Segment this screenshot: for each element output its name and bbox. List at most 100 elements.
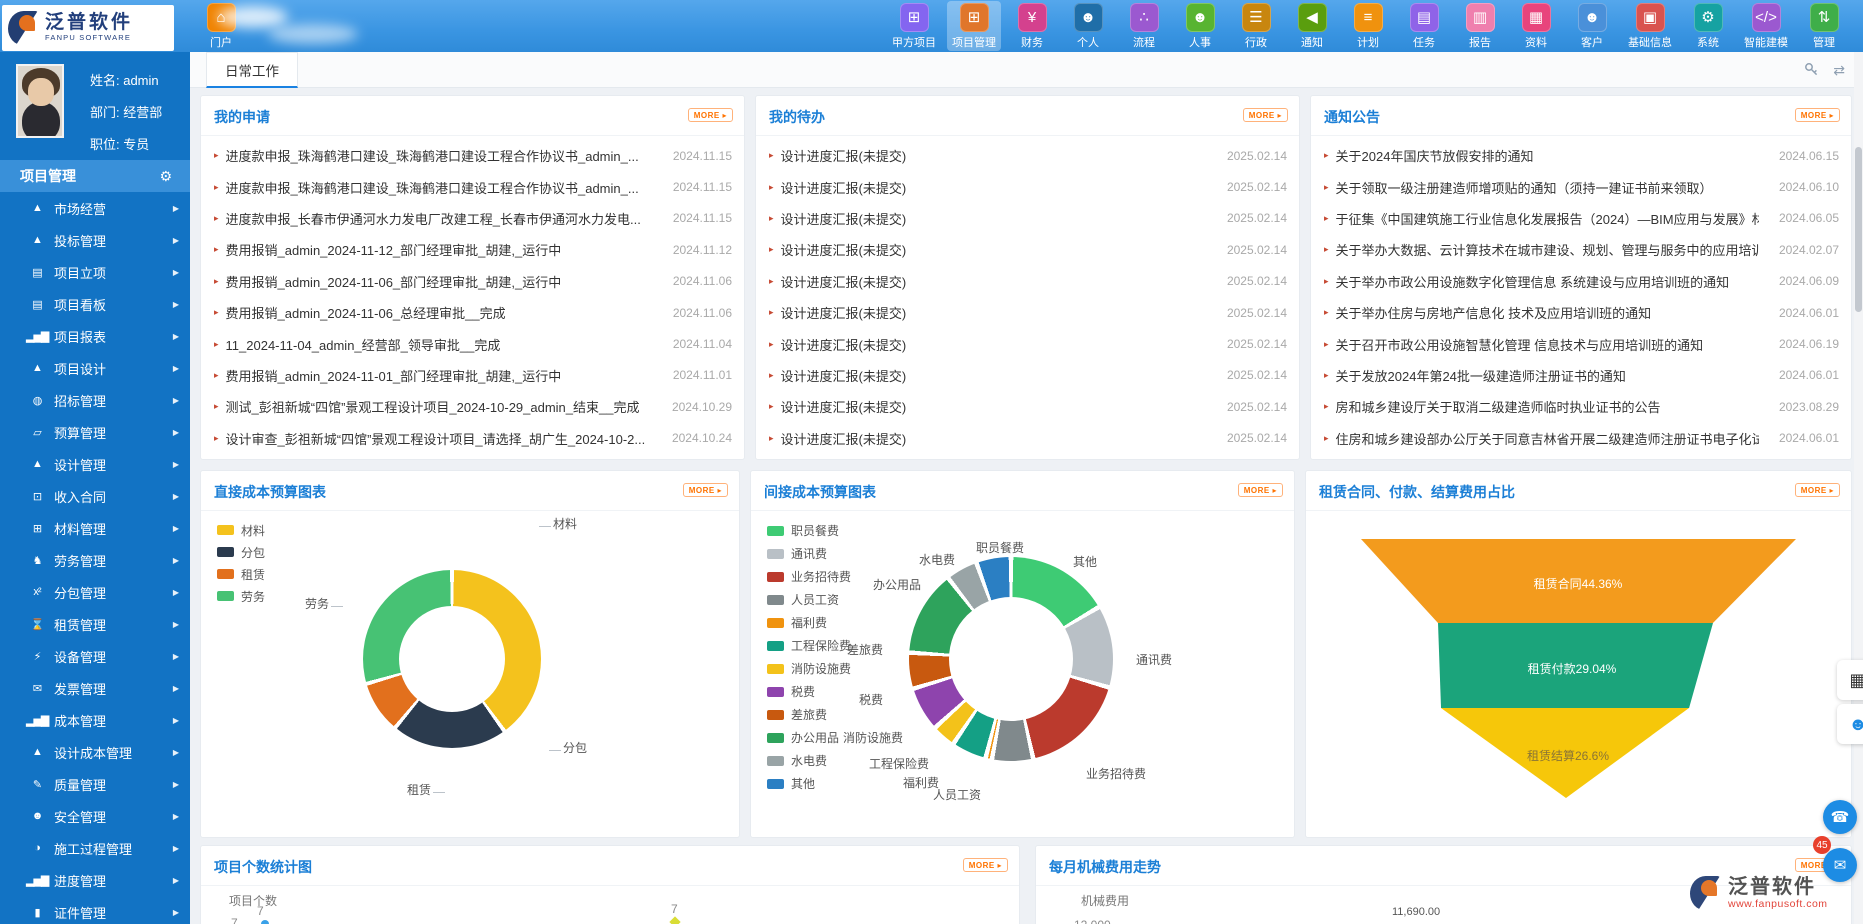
legend-item[interactable]: 业务招待费 (767, 565, 851, 588)
sidebar-menu-item[interactable]: ⊞ 材料管理 ▶ (0, 512, 190, 544)
sidebar-menu-item[interactable]: ▂▅▇ 成本管理 ▶ (0, 704, 190, 736)
sidebar-menu-item[interactable]: ✎ 质量管理 ▶ (0, 768, 190, 800)
notice-list-item[interactable]: ▸ 关于发放2024年第24批一级建造师注册证书的通知 2024.06.01 (1311, 360, 1851, 391)
sidebar-menu-item[interactable]: ▂▅▇ 进度管理 ▶ (0, 864, 190, 896)
top-nav-item[interactable]: ⇅ 管理 (1799, 1, 1849, 51)
legend-item[interactable]: 其他 (767, 772, 851, 795)
sidebar-menu-item[interactable]: ▮ 证件管理 ▶ (0, 896, 190, 924)
notice-list-item[interactable]: ▸ 房和城乡建设厅关于取消二级建造师临时执业证书的公告 2023.08.29 (1311, 391, 1851, 422)
legend-item[interactable]: 租赁 (217, 563, 265, 585)
request-list-item[interactable]: ▸ 11_2024-11-04_admin_经营部_领导审批__完成 2024.… (201, 328, 744, 359)
sidebar-menu-item[interactable]: ✉ 发票管理 ▶ (0, 672, 190, 704)
top-nav-item[interactable]: ⊞ 甲方项目 (887, 1, 941, 51)
sidebar-menu-item[interactable]: ▲ 设计管理 ▶ (0, 448, 190, 480)
toggle-panels-icon[interactable]: ⇄ (1833, 62, 1845, 79)
top-nav-item[interactable]: ☻ 人事 (1175, 1, 1225, 51)
sidebar-menu-item[interactable]: ▲ 投标管理 ▶ (0, 224, 190, 256)
sidebar-menu-item[interactable]: ☻ 安全管理 ▶ (0, 800, 190, 832)
key-icon[interactable] (1804, 62, 1819, 82)
more-button[interactable]: MORE ▸ (683, 483, 728, 497)
notice-list-item[interactable]: ▸ 关于领取一级注册建造师增项贴的通知（须持一建证书前来领取） 2024.06.… (1311, 171, 1851, 202)
request-list-item[interactable]: ▸ 费用报销_admin_2024-11-06_总经理审批__完成 2024.1… (201, 297, 744, 328)
legend-item[interactable]: 消防设施费 (767, 657, 851, 680)
legend-item[interactable]: 劳务 (217, 585, 265, 607)
top-nav-item[interactable]: ⚙ 系统 (1683, 1, 1733, 51)
top-nav-item[interactable]: ▥ 报告 (1455, 1, 1505, 51)
todo-list-item[interactable]: ▸ 设计进度汇报(未提交) 2025.02.14 (756, 203, 1299, 234)
legend-item[interactable]: 办公用品 (767, 726, 851, 749)
legend-item[interactable]: 分包 (217, 541, 265, 563)
avatar[interactable] (16, 64, 64, 138)
top-nav-item[interactable]: ☻ 客户 (1567, 1, 1617, 51)
tab-daily-work[interactable]: 日常工作 (206, 52, 298, 88)
notice-list-item[interactable]: ▸ 关于召开市政公用设施智慧化管理 信息技术与应用培训班的通知 2024.06.… (1311, 328, 1851, 359)
top-nav-item[interactable]: </> 智能建模 (1739, 1, 1793, 51)
top-nav-item[interactable]: ▣ 基础信息 (1623, 1, 1677, 51)
sidebar-menu-item[interactable]: ▂▅▇ 项目报表 ▶ (0, 320, 190, 352)
todo-list-item[interactable]: ▸ 设计进度汇报(未提交) 2025.02.14 (756, 140, 1299, 171)
sidebar-menu-item[interactable]: ⚡ 设备管理 ▶ (0, 640, 190, 672)
todo-list-item[interactable]: ▸ 设计进度汇报(未提交) 2025.02.14 (756, 266, 1299, 297)
more-button[interactable]: MORE ▸ (1795, 108, 1840, 122)
todo-list-item[interactable]: ▸ 设计进度汇报(未提交) 2025.02.14 (756, 234, 1299, 265)
sidebar-menu-item[interactable]: ▲ 项目设计 ▶ (0, 352, 190, 384)
request-list-item[interactable]: ▸ 费用报销_admin_2024-11-06_部门经理审批_胡建,_运行中 2… (201, 266, 744, 297)
legend-item[interactable]: 福利费 (767, 611, 851, 634)
legend-item[interactable]: 差旅费 (767, 703, 851, 726)
request-list-item[interactable]: ▸ 测试_彭祖新城“四馆”景观工程设计项目_2024-10-29_admin_结… (201, 391, 744, 422)
sidebar-menu-item[interactable]: ▤ 项目看板 ▶ (0, 288, 190, 320)
request-list-item[interactable]: ▸ 进度款申报_长春市伊通河水力发电厂改建工程_长春市伊通河水力发电... 20… (201, 203, 744, 234)
todo-list-item[interactable]: ▸ 设计进度汇报(未提交) 2025.02.14 (756, 328, 1299, 359)
todo-list-item[interactable]: ▸ 设计进度汇报(未提交) 2025.02.14 (756, 297, 1299, 328)
notice-list-item[interactable]: ▸ 于征集《中国建筑施工行业信息化发展报告（2024）—BIM应用与发展》材料.… (1311, 203, 1851, 234)
sidebar-menu-item[interactable]: ◑ 施工过程管理 ▶ (0, 832, 190, 864)
legend-item[interactable]: 工程保险费 (767, 634, 851, 657)
scrollbar-thumb[interactable] (1855, 147, 1862, 312)
direct-cost-donut-chart[interactable] (363, 570, 541, 748)
more-button[interactable]: MORE ▸ (688, 108, 733, 122)
more-button[interactable]: MORE ▸ (1238, 483, 1283, 497)
todo-list-item[interactable]: ▸ 设计进度汇报(未提交) 2025.02.14 (756, 171, 1299, 202)
request-list-item[interactable]: ▸ 设计审查_彭祖新城“四馆”景观工程设计项目_请选择_胡广生_2024-10-… (201, 423, 744, 454)
top-nav-item[interactable]: ▦ 资料 (1511, 1, 1561, 51)
top-nav-item[interactable]: ¥ 财务 (1007, 1, 1057, 51)
todo-list-item[interactable]: ▸ 设计进度汇报(未提交) 2025.02.14 (756, 423, 1299, 454)
top-nav-item[interactable]: ☻ 个人 (1063, 1, 1113, 51)
notice-list-item[interactable]: ▸ 关于举办市政公用设施数字化管理信息 系统建设与应用培训班的通知 2024.0… (1311, 266, 1851, 297)
notice-list-item[interactable]: ▸ 关于举办大数据、云计算技术在城市建设、规划、管理与服务中的应用培训班... … (1311, 234, 1851, 265)
sidebar-menu-item[interactable]: ▲ 设计成本管理 ▶ (0, 736, 190, 768)
notice-list-item[interactable]: ▸ 关于2024年国庆节放假安排的通知 2024.06.15 (1311, 140, 1851, 171)
request-list-item[interactable]: ▸ 进度款申报_珠海鹤港口建设_珠海鹤港口建设工程合作协议书_admin_...… (201, 171, 744, 202)
top-nav-item[interactable]: ▤ 任务 (1399, 1, 1449, 51)
notice-list-item[interactable]: ▸ 住房和城乡建设部办公厅关于同意吉林省开展二级建造师注册证书电子化试点... … (1311, 423, 1851, 454)
todo-list-item[interactable]: ▸ 设计进度汇报(未提交) 2025.02.14 (756, 391, 1299, 422)
sidebar-menu-item[interactable]: ▱ 预算管理 ▶ (0, 416, 190, 448)
message-button[interactable]: ✉ (1823, 848, 1857, 882)
more-button[interactable]: MORE ▸ (1795, 483, 1840, 497)
qr-code-button[interactable]: ▦ (1837, 660, 1863, 700)
legend-item[interactable]: 水电费 (767, 749, 851, 772)
legend-item[interactable]: 材料 (217, 519, 265, 541)
chat-widget-button[interactable]: ☻ (1837, 704, 1863, 744)
legend-item[interactable]: 职员餐费 (767, 519, 851, 542)
top-nav-item[interactable]: ≡ 计划 (1343, 1, 1393, 51)
top-nav-item[interactable]: ⊞ 项目管理 (947, 1, 1001, 51)
legend-item[interactable]: 税费 (767, 680, 851, 703)
legend-item[interactable]: 通讯费 (767, 542, 851, 565)
contact-phone-button[interactable]: ☎ (1823, 800, 1857, 834)
sidebar-menu-item[interactable]: x² 分包管理 ▶ (0, 576, 190, 608)
sidebar-menu-item[interactable]: ▲ 市场经营 ▶ (0, 192, 190, 224)
more-button[interactable]: MORE ▸ (963, 858, 1008, 872)
sidebar-menu-item[interactable]: ▤ 项目立项 ▶ (0, 256, 190, 288)
request-list-item[interactable]: ▸ 费用报销_admin_2024-11-12_部门经理审批_胡建,_运行中 2… (201, 234, 744, 265)
notice-list-item[interactable]: ▸ 关于举办住房与房地产信息化 技术及应用培训班的通知 2024.06.01 (1311, 297, 1851, 328)
indirect-cost-donut-chart[interactable] (909, 557, 1113, 761)
sidebar-menu-item[interactable]: ◍ 招标管理 ▶ (0, 384, 190, 416)
request-list-item[interactable]: ▸ 费用报销_admin_2024-11-01_部门经理审批_胡建,_运行中 2… (201, 360, 744, 391)
todo-list-item[interactable]: ▸ 设计进度汇报(未提交) 2025.02.14 (756, 360, 1299, 391)
request-list-item[interactable]: ▸ 进度款申报_珠海鹤港口建设_珠海鹤港口建设工程合作协议书_admin_...… (201, 140, 744, 171)
sidebar-section-project-management[interactable]: 项目管理 ⚙ (0, 160, 190, 192)
top-nav-item[interactable]: ∴ 流程 (1119, 1, 1169, 51)
sidebar-menu-item[interactable]: ⊡ 收入合同 ▶ (0, 480, 190, 512)
top-nav-item[interactable]: ◀ 通知 (1287, 1, 1337, 51)
